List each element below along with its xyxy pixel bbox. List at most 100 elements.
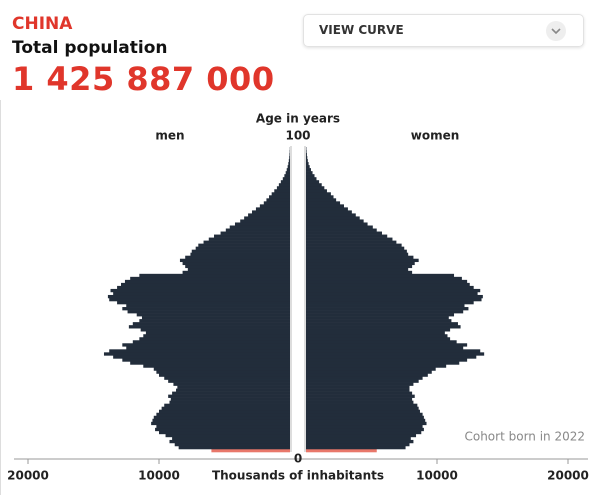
bar	[113, 355, 291, 359]
bar	[306, 412, 423, 417]
bar	[306, 153, 307, 157]
bar	[306, 349, 481, 353]
bar	[306, 433, 417, 438]
bar	[306, 261, 415, 266]
bar	[306, 361, 460, 365]
bar	[306, 406, 419, 411]
bar	[152, 418, 290, 423]
bar	[255, 207, 290, 211]
bar	[225, 228, 290, 232]
bar	[306, 162, 309, 166]
bar	[153, 367, 290, 371]
bar	[306, 346, 464, 350]
bar	[234, 222, 290, 226]
bar	[248, 213, 290, 217]
bar	[187, 267, 290, 272]
bar	[306, 219, 364, 223]
bar	[274, 189, 290, 193]
bar	[109, 349, 290, 353]
x-tick-label: 10000	[416, 469, 458, 483]
bar	[271, 192, 290, 196]
bar	[156, 412, 290, 417]
bar	[306, 249, 407, 253]
bar	[306, 231, 382, 235]
bar	[132, 340, 290, 344]
bar	[282, 177, 290, 181]
bar	[287, 165, 290, 169]
bar	[286, 168, 290, 172]
bar	[136, 313, 290, 317]
bar	[306, 400, 414, 404]
bar	[306, 421, 427, 426]
bar	[306, 297, 482, 302]
bar	[306, 165, 310, 169]
bar	[139, 319, 290, 323]
bar	[306, 171, 313, 175]
x-tick-label: 10000	[138, 469, 180, 483]
bar	[306, 358, 468, 362]
bar	[178, 445, 290, 450]
bar	[306, 364, 447, 368]
chevron-icon	[551, 28, 561, 35]
country: CHINA	[12, 14, 73, 34]
bar	[306, 156, 308, 160]
bar	[107, 294, 290, 299]
bar	[174, 442, 290, 447]
bar	[132, 322, 290, 326]
bar	[306, 180, 320, 184]
bar	[208, 237, 290, 241]
bar	[306, 436, 411, 441]
bar	[306, 210, 352, 214]
bar	[168, 394, 290, 398]
bar	[155, 427, 290, 432]
bar	[306, 301, 474, 305]
bar	[306, 258, 419, 263]
bar	[306, 213, 356, 217]
bar	[288, 159, 290, 163]
bar	[176, 388, 290, 392]
bar	[306, 198, 337, 202]
bar	[182, 261, 290, 266]
bar	[306, 240, 397, 244]
bar	[151, 421, 290, 426]
bar	[306, 270, 413, 275]
bar	[164, 376, 290, 380]
bar	[109, 297, 290, 302]
bar	[130, 361, 290, 365]
view-curve-button[interactable]: VIEW CURVE	[303, 14, 584, 47]
bar	[244, 216, 290, 220]
bar	[191, 249, 290, 253]
bar	[306, 237, 393, 241]
bar	[139, 337, 290, 341]
bar	[177, 385, 290, 389]
bar	[306, 367, 436, 371]
bar	[306, 442, 410, 447]
bar	[306, 216, 360, 220]
bar	[122, 358, 290, 362]
bar	[145, 331, 290, 335]
bar	[103, 352, 290, 356]
bar	[306, 376, 423, 380]
bar	[169, 400, 290, 404]
y-tick-label: 0	[294, 452, 302, 466]
bar	[306, 279, 468, 284]
bar	[179, 258, 290, 263]
bar	[306, 234, 388, 238]
bar	[190, 252, 290, 256]
chevron[interactable]	[546, 21, 566, 41]
legend-women: women	[411, 129, 460, 143]
bar	[259, 204, 290, 208]
bar	[173, 382, 290, 386]
bar	[306, 415, 424, 420]
bar	[306, 255, 414, 260]
bar	[161, 406, 290, 411]
bar	[110, 288, 290, 293]
bar	[263, 201, 290, 205]
bar	[117, 285, 290, 290]
bar	[306, 304, 465, 308]
bar	[306, 267, 409, 272]
bar	[126, 346, 290, 350]
bar	[289, 153, 290, 157]
bar	[130, 276, 290, 281]
bar	[306, 294, 483, 299]
